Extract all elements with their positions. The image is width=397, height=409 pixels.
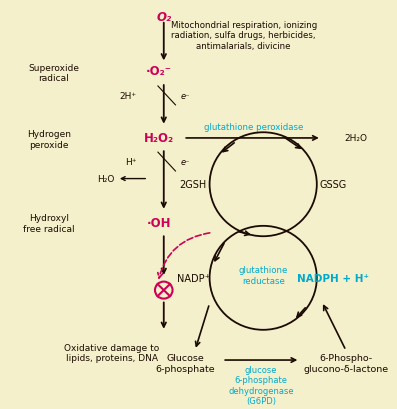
Text: e⁻: e⁻	[180, 158, 190, 166]
Text: e⁻: e⁻	[180, 92, 190, 101]
Text: Superoxide
radical: Superoxide radical	[28, 64, 79, 83]
Text: Mitochondrial respiration, ionizing
radiation, sulfa drugs, herbicides,
antimala: Mitochondrial respiration, ionizing radi…	[171, 21, 317, 50]
Text: Hydrogen
peroxide: Hydrogen peroxide	[27, 130, 71, 149]
Text: glutathione
reductase: glutathione reductase	[239, 265, 288, 285]
Text: GSSG: GSSG	[320, 180, 347, 190]
Text: Glucose
6-phosphate: Glucose 6-phosphate	[155, 353, 215, 373]
Text: H₂O: H₂O	[97, 175, 114, 184]
Text: H₂O₂: H₂O₂	[144, 132, 174, 145]
Text: 6-Phospho-
glucono-δ-lactone: 6-Phospho- glucono-δ-lactone	[303, 353, 389, 373]
Text: 2GSH: 2GSH	[179, 180, 206, 190]
Text: H⁺: H⁺	[125, 158, 137, 166]
Text: 2H⁺: 2H⁺	[119, 92, 137, 101]
Text: ·OH: ·OH	[146, 216, 171, 229]
Text: NADPH + H⁺: NADPH + H⁺	[297, 273, 369, 283]
Text: Oxidative damage to
lipids, proteins, DNA: Oxidative damage to lipids, proteins, DN…	[64, 343, 160, 362]
Text: ·O₂⁻: ·O₂⁻	[146, 65, 172, 78]
Text: glucose
6-phosphate
dehydrogenase
(G6PD): glucose 6-phosphate dehydrogenase (G6PD)	[228, 365, 294, 405]
Text: Hydroxyl
free radical: Hydroxyl free radical	[23, 214, 75, 233]
Text: glutathione peroxidase: glutathione peroxidase	[204, 123, 303, 132]
Text: O₂: O₂	[156, 11, 172, 24]
Text: NADP⁺: NADP⁺	[177, 273, 210, 283]
Text: 2H₂O: 2H₂O	[344, 134, 367, 143]
